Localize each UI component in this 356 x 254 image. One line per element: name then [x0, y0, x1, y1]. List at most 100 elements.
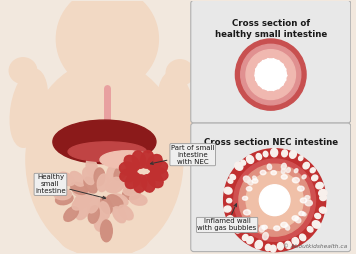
Text: Inflamed wall
with gas bubbles: Inflamed wall with gas bubbles: [198, 204, 257, 231]
Ellipse shape: [235, 162, 243, 170]
Ellipse shape: [150, 161, 168, 174]
Ellipse shape: [119, 205, 133, 220]
Ellipse shape: [72, 197, 88, 210]
Ellipse shape: [285, 225, 289, 230]
Ellipse shape: [100, 151, 154, 169]
Ellipse shape: [260, 170, 266, 175]
Ellipse shape: [142, 175, 155, 192]
Ellipse shape: [263, 232, 268, 240]
Ellipse shape: [226, 216, 233, 221]
Ellipse shape: [252, 222, 257, 227]
Ellipse shape: [70, 171, 85, 186]
Ellipse shape: [299, 156, 303, 161]
Ellipse shape: [312, 221, 320, 228]
Ellipse shape: [70, 182, 88, 195]
Ellipse shape: [229, 219, 237, 227]
Circle shape: [234, 159, 315, 241]
Ellipse shape: [107, 164, 119, 181]
Ellipse shape: [252, 179, 258, 183]
Ellipse shape: [265, 244, 271, 251]
Ellipse shape: [263, 151, 268, 157]
Ellipse shape: [57, 214, 106, 252]
Ellipse shape: [299, 211, 304, 216]
Ellipse shape: [158, 72, 194, 149]
Ellipse shape: [260, 226, 265, 232]
Ellipse shape: [127, 178, 144, 190]
Ellipse shape: [120, 162, 137, 175]
Ellipse shape: [88, 206, 99, 223]
Ellipse shape: [112, 207, 126, 223]
Ellipse shape: [75, 193, 91, 205]
Ellipse shape: [300, 234, 306, 241]
Ellipse shape: [271, 148, 278, 157]
Ellipse shape: [281, 175, 287, 179]
Ellipse shape: [103, 214, 152, 252]
Ellipse shape: [248, 180, 253, 185]
Ellipse shape: [122, 189, 140, 200]
Ellipse shape: [262, 225, 267, 229]
Ellipse shape: [147, 172, 163, 188]
Circle shape: [246, 171, 303, 229]
Ellipse shape: [151, 168, 168, 181]
Ellipse shape: [242, 196, 248, 200]
Ellipse shape: [298, 186, 304, 191]
Ellipse shape: [94, 168, 105, 186]
Ellipse shape: [125, 173, 141, 188]
Circle shape: [255, 59, 286, 90]
FancyBboxPatch shape: [191, 1, 351, 123]
Ellipse shape: [292, 178, 299, 183]
Ellipse shape: [294, 169, 298, 173]
Ellipse shape: [244, 210, 250, 215]
Text: Healthy
small
intestine: Healthy small intestine: [35, 174, 106, 199]
Ellipse shape: [106, 177, 121, 192]
Ellipse shape: [251, 219, 257, 223]
Ellipse shape: [124, 155, 140, 171]
Text: Cross section of
healthy small intestine: Cross section of healthy small intestine: [215, 19, 327, 39]
Ellipse shape: [166, 60, 194, 85]
Ellipse shape: [83, 168, 95, 185]
Ellipse shape: [282, 163, 286, 169]
Ellipse shape: [99, 202, 110, 219]
Text: Part of small
intestine
with NEC: Part of small intestine with NEC: [150, 145, 214, 165]
Ellipse shape: [120, 168, 137, 182]
Ellipse shape: [246, 187, 252, 191]
Ellipse shape: [274, 226, 280, 231]
Ellipse shape: [302, 175, 306, 179]
Ellipse shape: [88, 196, 99, 213]
Ellipse shape: [292, 216, 298, 220]
Circle shape: [224, 149, 326, 252]
Ellipse shape: [271, 171, 277, 175]
Ellipse shape: [141, 151, 154, 168]
Ellipse shape: [270, 245, 276, 252]
Ellipse shape: [97, 174, 108, 192]
Ellipse shape: [282, 150, 288, 157]
Text: © Aboutkidshealth.ca: © Aboutkidshealth.ca: [283, 244, 347, 249]
Ellipse shape: [285, 241, 291, 249]
Ellipse shape: [54, 189, 72, 200]
Ellipse shape: [100, 197, 112, 214]
Ellipse shape: [94, 213, 105, 231]
Ellipse shape: [307, 227, 313, 232]
Ellipse shape: [68, 142, 147, 162]
Ellipse shape: [312, 175, 318, 181]
Ellipse shape: [64, 207, 78, 221]
Ellipse shape: [255, 240, 262, 249]
Ellipse shape: [228, 179, 233, 183]
FancyBboxPatch shape: [191, 123, 351, 252]
Ellipse shape: [130, 194, 147, 205]
Ellipse shape: [123, 184, 141, 195]
Ellipse shape: [9, 58, 37, 84]
Ellipse shape: [100, 220, 112, 242]
Ellipse shape: [224, 187, 232, 194]
Circle shape: [239, 164, 310, 236]
Ellipse shape: [281, 222, 287, 227]
Ellipse shape: [256, 153, 262, 160]
Ellipse shape: [235, 227, 241, 233]
Ellipse shape: [246, 155, 254, 163]
Ellipse shape: [227, 198, 232, 203]
Ellipse shape: [241, 219, 247, 225]
Ellipse shape: [281, 168, 286, 174]
Ellipse shape: [267, 164, 272, 170]
Circle shape: [235, 39, 306, 110]
Ellipse shape: [111, 194, 128, 206]
